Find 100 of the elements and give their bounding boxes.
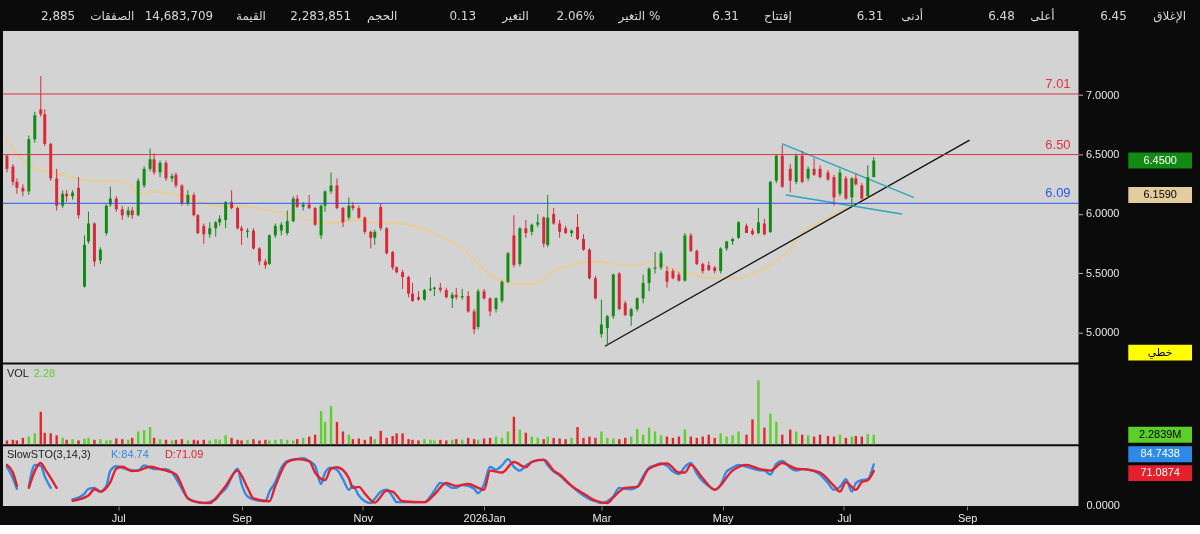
bar bbox=[395, 433, 398, 445]
candlestick bbox=[488, 296, 492, 317]
candlestick bbox=[647, 267, 651, 292]
text: 2.28 bbox=[33, 366, 56, 379]
candlestick bbox=[11, 163, 15, 186]
bar bbox=[423, 439, 426, 445]
bar bbox=[391, 435, 394, 445]
text: 0.13 bbox=[449, 9, 477, 24]
candlestick bbox=[347, 196, 351, 221]
candlestick bbox=[844, 175, 848, 201]
bar bbox=[600, 431, 603, 445]
bar bbox=[246, 439, 249, 445]
text: 14,683,709 bbox=[144, 9, 214, 24]
bar bbox=[268, 440, 271, 445]
text: 2.06% bbox=[556, 9, 595, 24]
bar bbox=[401, 433, 404, 445]
candlestick bbox=[788, 163, 792, 194]
candlestick bbox=[832, 174, 836, 207]
candlestick bbox=[148, 148, 152, 172]
text: 0.0000 bbox=[1086, 498, 1120, 511]
bar bbox=[445, 440, 448, 445]
line-series bbox=[5, 139, 875, 286]
bar bbox=[582, 437, 585, 445]
candlestick bbox=[379, 202, 383, 232]
bar bbox=[725, 436, 728, 445]
candlestick bbox=[180, 183, 184, 207]
candlestick bbox=[653, 251, 657, 274]
bar bbox=[224, 435, 227, 445]
text: 6.31 bbox=[856, 9, 884, 24]
candlestick bbox=[335, 177, 339, 210]
candlestick bbox=[576, 213, 580, 241]
text: إفتتاح bbox=[764, 9, 792, 24]
bar bbox=[588, 436, 591, 445]
candlestick bbox=[329, 171, 333, 195]
bar bbox=[719, 433, 722, 445]
x-tick-label: May bbox=[712, 512, 735, 525]
text: الحجم bbox=[367, 9, 398, 24]
text: أعلى bbox=[1030, 8, 1055, 24]
text: خطي bbox=[1147, 345, 1173, 359]
bar bbox=[230, 437, 233, 445]
text: الإغلاق bbox=[1153, 9, 1187, 24]
candlestick bbox=[850, 176, 854, 208]
bar bbox=[105, 440, 108, 445]
text: القيمة bbox=[235, 9, 266, 24]
candlestick bbox=[313, 206, 317, 227]
text: 6.31 bbox=[712, 9, 739, 24]
bar bbox=[87, 437, 90, 445]
candlestick bbox=[202, 223, 206, 245]
text: التغير bbox=[501, 9, 529, 25]
y-tick-label: 5.0000 bbox=[1085, 326, 1120, 339]
bar bbox=[552, 437, 555, 445]
text: 84.7438 bbox=[1140, 447, 1180, 460]
y-tick-label: 6.5000 bbox=[1085, 148, 1120, 161]
text: 6.4500 bbox=[1143, 153, 1177, 166]
text: 2,885 bbox=[41, 9, 76, 24]
text: الصفقات bbox=[90, 9, 135, 24]
candlestick bbox=[196, 213, 200, 235]
text: 6.48 bbox=[988, 9, 1015, 24]
candlestick bbox=[341, 206, 345, 228]
candlestick bbox=[240, 225, 244, 246]
series-label: D:71.09 bbox=[164, 448, 204, 461]
bar bbox=[385, 437, 388, 445]
candlestick bbox=[142, 165, 146, 189]
candlestick bbox=[659, 250, 663, 271]
bar bbox=[407, 439, 410, 445]
x-tick-label: Sep bbox=[232, 512, 252, 525]
bar bbox=[109, 439, 112, 445]
candlestick bbox=[689, 232, 693, 253]
candlestick bbox=[665, 265, 669, 289]
x-tick-label: Jul bbox=[837, 512, 852, 525]
candlestick bbox=[224, 200, 228, 229]
candlestick bbox=[186, 189, 190, 207]
bar bbox=[576, 427, 579, 445]
candlestick bbox=[466, 290, 470, 314]
candlestick bbox=[719, 246, 723, 274]
candlestick bbox=[401, 269, 405, 290]
chart-title: SlowSTO(3,14,3) bbox=[6, 448, 91, 461]
candlestick bbox=[192, 192, 196, 217]
bar bbox=[570, 437, 573, 445]
ref-line-label: 7.01 bbox=[1045, 75, 1071, 91]
bar bbox=[236, 439, 239, 445]
candlestick bbox=[866, 164, 870, 200]
bar bbox=[769, 413, 772, 445]
bar bbox=[558, 438, 561, 445]
candlestick bbox=[500, 280, 504, 304]
text: التغير % bbox=[617, 9, 661, 25]
ref-line-label: 6.50 bbox=[1045, 136, 1071, 152]
bar bbox=[564, 439, 567, 445]
bar bbox=[763, 427, 766, 445]
x-tick-label: Sep bbox=[957, 512, 978, 525]
text: 6.1590 bbox=[1143, 187, 1177, 200]
candlestick bbox=[391, 250, 395, 271]
chart-title: VOL bbox=[6, 366, 29, 379]
bar bbox=[594, 437, 597, 445]
candlestick bbox=[407, 275, 411, 298]
bar bbox=[417, 440, 420, 445]
bar bbox=[612, 438, 615, 445]
bar bbox=[429, 439, 432, 445]
bar bbox=[83, 438, 86, 445]
bar bbox=[280, 439, 283, 445]
